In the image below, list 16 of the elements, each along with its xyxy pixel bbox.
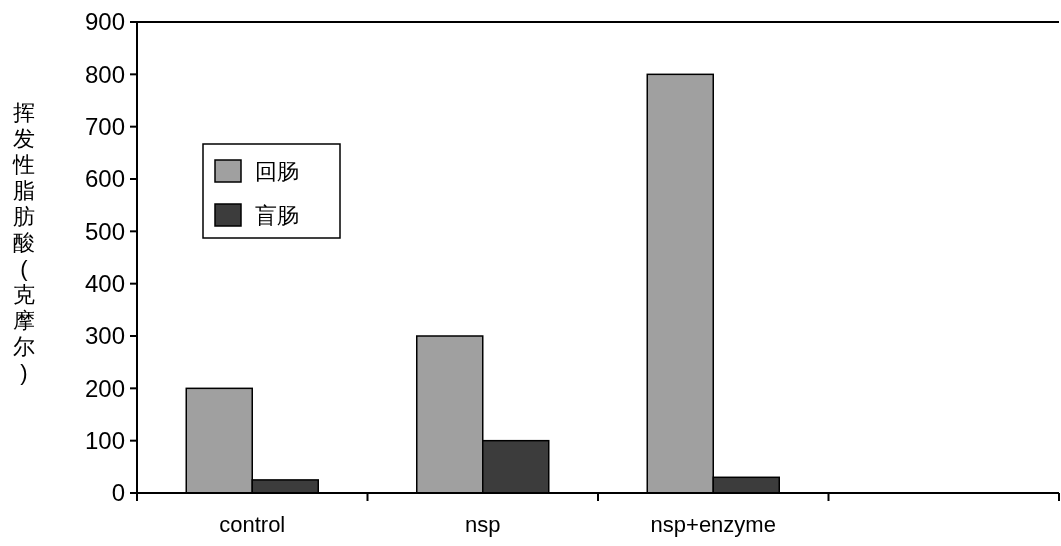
- y-tick-label: 400: [84, 270, 125, 298]
- y-tick-label: 100: [84, 427, 125, 455]
- y-tick-label: 900: [84, 8, 125, 36]
- x-tick-label: control: [219, 512, 286, 537]
- y-tick-label: 300: [84, 322, 125, 350]
- x-tick-label: nsp: [465, 512, 501, 537]
- y-tick-label: 800: [84, 60, 125, 88]
- y-tick-label: 200: [84, 374, 125, 402]
- legend-label: 回肠: [255, 158, 299, 184]
- y-tick-label: 0: [111, 479, 125, 507]
- text: 挥发性脂肪酸(克摩尔): [13, 100, 35, 385]
- y-tick-label: 500: [84, 217, 125, 245]
- x-tick-label: nsp+enzyme: [650, 512, 776, 537]
- legend-label: 盲肠: [255, 202, 299, 228]
- y-tick-label: 600: [84, 165, 125, 193]
- y-tick-label: 700: [84, 113, 125, 141]
